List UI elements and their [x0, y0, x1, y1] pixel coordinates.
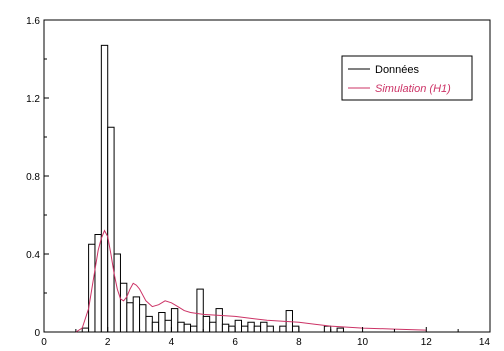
histogram-bar [145, 315, 153, 333]
legend-label-simulation: Simulation (H1) [375, 83, 451, 95]
histogram-bar [228, 325, 236, 333]
histogram-bar [253, 325, 262, 333]
x-tick-label: 14 [479, 337, 491, 348]
y-tick-label: 1.6 [26, 16, 40, 27]
histogram-bar [81, 327, 90, 333]
histogram-bar [241, 325, 249, 333]
histogram-bar [291, 325, 300, 333]
histogram-bar [196, 288, 204, 333]
histogram-bar [132, 296, 141, 333]
x-tick-label: 2 [105, 337, 111, 348]
legend-label-donnees: Données [375, 64, 420, 76]
histogram-bar [126, 302, 134, 333]
histogram-bar [139, 304, 147, 333]
histogram-bar [260, 321, 268, 333]
histogram-bar [190, 325, 198, 333]
histogram-bar [113, 253, 121, 333]
histogram-bar [100, 44, 109, 333]
histogram-bar [215, 308, 223, 333]
x-tick-label: 10 [357, 337, 369, 348]
histogram-bar [266, 325, 274, 333]
histogram-bar [158, 312, 166, 333]
x-tick-label: 4 [169, 337, 175, 348]
histogram-bar [221, 323, 230, 333]
y-axis-ticks: 0 0.4 0.8 1.2 1.6 [26, 16, 49, 339]
histogram-bar [151, 321, 160, 333]
histogram-bar [336, 327, 344, 333]
x-tick-label: 0 [41, 337, 47, 348]
histogram-bar [279, 325, 287, 333]
y-tick-label: 0.4 [26, 250, 40, 261]
y-tick-label: 0.8 [26, 172, 40, 183]
histogram-bar [177, 321, 185, 333]
histogram-bar [164, 319, 172, 333]
histogram-bar [119, 282, 128, 333]
simulation-line [75, 229, 427, 333]
histogram-bar [234, 319, 243, 333]
legend-box [341, 55, 473, 101]
histogram-bars [81, 44, 344, 333]
y-tick-label: 0 [34, 328, 40, 339]
histogram-bar [202, 315, 211, 333]
x-axis-ticks: 0 2 4 6 8 10 12 14 [41, 327, 491, 348]
histogram-bar [247, 321, 255, 333]
x-tick-label: 6 [232, 337, 238, 348]
histogram-bar [323, 325, 332, 333]
histogram-bar [107, 126, 115, 333]
histogram-bar [183, 323, 192, 333]
legend: Données Simulation (H1) [341, 55, 473, 101]
x-tick-label: 12 [421, 337, 433, 348]
histogram-bar [170, 308, 179, 333]
histogram-bar [209, 321, 217, 333]
x-tick-label: 8 [296, 337, 302, 348]
y-tick-label: 1.2 [26, 94, 40, 105]
